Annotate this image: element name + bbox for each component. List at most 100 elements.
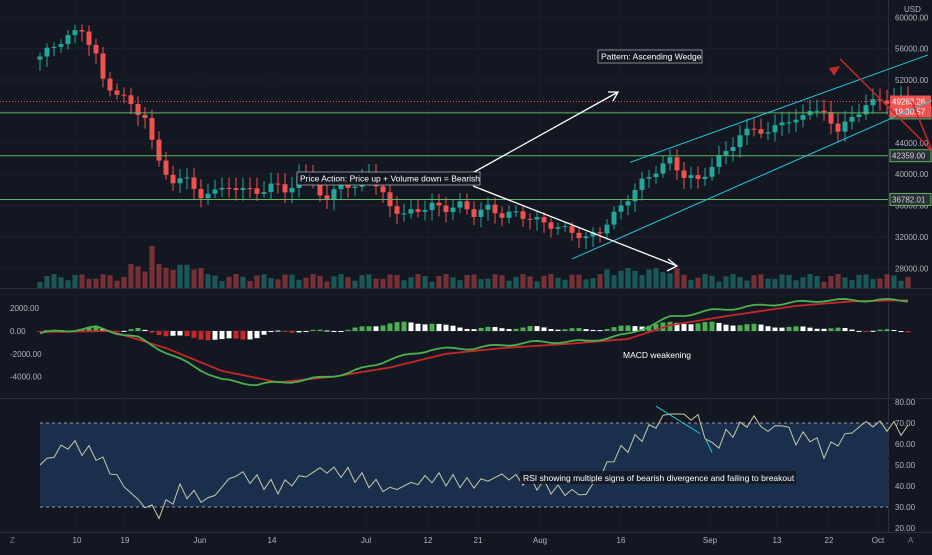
- candle-body: [156, 139, 162, 161]
- macd-histogram-bar: [576, 328, 582, 331]
- macd-histogram-bar: [345, 329, 351, 331]
- auto-scale-button[interactable]: A: [908, 536, 914, 545]
- macd-y-tick: -2000.00: [10, 350, 42, 359]
- candle-body: [779, 122, 785, 126]
- volume-bar: [366, 274, 372, 288]
- volume-bar: [156, 264, 162, 288]
- candle-body: [100, 53, 106, 79]
- candle-body: [135, 103, 141, 115]
- candle-body: [212, 189, 218, 194]
- rsi-annotation: RSI showing multiple signs of bearish di…: [523, 473, 795, 483]
- candle-body: [590, 232, 596, 237]
- macd-histogram-bar: [429, 323, 435, 331]
- candle-body: [730, 147, 736, 152]
- volume-bar: [387, 274, 393, 288]
- candle-body: [429, 202, 435, 210]
- volume-bar: [821, 281, 827, 288]
- rsi-y-tick: 50.00: [895, 461, 916, 470]
- projection-arrowhead: [829, 66, 840, 76]
- x-tick-label: 22: [825, 536, 834, 545]
- candle-body: [331, 189, 337, 200]
- volume-bar: [345, 277, 351, 288]
- macd-histogram-bar: [513, 328, 519, 331]
- candle-body: [772, 125, 778, 133]
- candle-body: [506, 211, 512, 218]
- rsi-y-tick: 60.00: [895, 440, 916, 449]
- timezone-button[interactable]: Z: [10, 536, 15, 545]
- candle-body: [219, 187, 225, 190]
- macd-histogram-bar: [807, 327, 813, 331]
- macd-histogram-bar: [233, 331, 239, 339]
- macd-histogram-bar: [156, 331, 162, 336]
- volume-bar: [485, 278, 491, 288]
- volume-bar: [583, 279, 589, 288]
- candle-body: [464, 201, 470, 210]
- macd-y-tick: 0.00: [10, 327, 26, 336]
- volume-bar: [779, 274, 785, 288]
- macd-histogram-bar: [198, 331, 204, 340]
- volume-bar: [135, 266, 141, 288]
- x-tick-label: Sep: [703, 536, 718, 545]
- rsi-y-tick: 20.00: [895, 524, 916, 533]
- macd-histogram-bar: [611, 327, 617, 331]
- candle-body: [639, 178, 645, 190]
- volume-bar: [520, 274, 526, 288]
- candle-body: [317, 183, 323, 196]
- volume-bar: [667, 273, 673, 288]
- macd-histogram-bar: [450, 325, 456, 331]
- macd-histogram-bar: [618, 325, 624, 331]
- volume-bar: [184, 264, 190, 288]
- macd-histogram-bar: [184, 331, 190, 337]
- volume-bar: [548, 274, 554, 288]
- candle-body: [814, 110, 820, 112]
- volume-bar: [541, 275, 547, 288]
- volume-bar: [443, 274, 449, 288]
- price-level-label: 42359.00: [892, 152, 926, 161]
- candle-body: [338, 184, 344, 190]
- candle-body: [751, 128, 757, 130]
- candle-body: [44, 47, 50, 57]
- macd-histogram-bar: [744, 324, 750, 331]
- candle-body: [93, 44, 99, 54]
- macd-histogram-bar: [310, 329, 316, 331]
- macd-histogram-bar: [849, 329, 855, 331]
- candle-body: [863, 105, 869, 115]
- macd-histogram-bar: [380, 325, 386, 331]
- trend-arrow-down-head: [666, 258, 679, 272]
- macd-histogram-bar: [100, 328, 106, 331]
- volume-bar: [142, 271, 148, 288]
- candle-body: [793, 119, 799, 123]
- candle-body: [723, 151, 729, 155]
- volume-bar: [149, 246, 155, 288]
- macd-histogram-bar: [408, 322, 414, 331]
- macd-histogram-bar: [226, 331, 232, 339]
- volume-bar: [793, 280, 799, 288]
- macd-histogram-bar: [359, 326, 365, 331]
- candle-body: [758, 129, 764, 134]
- candle-body: [289, 187, 295, 193]
- candle-body: [744, 128, 750, 136]
- x-tick-label: Jun: [194, 536, 207, 545]
- macd-histogram-bar: [114, 331, 120, 332]
- macd-histogram-bar: [800, 326, 806, 331]
- trend-arrow-up: [466, 91, 619, 177]
- candle-body: [149, 118, 155, 140]
- macd-histogram-bar: [569, 328, 575, 331]
- volume-bar: [373, 278, 379, 288]
- macd-histogram-bar: [303, 331, 309, 332]
- volume-bar: [492, 274, 498, 288]
- candle-body: [667, 157, 673, 164]
- volume-bar: [44, 276, 50, 288]
- candle-body: [604, 224, 610, 234]
- volume-bar: [436, 276, 442, 288]
- volume-bar: [723, 276, 729, 288]
- macd-histogram-bar: [590, 329, 596, 331]
- candle-body: [450, 207, 456, 213]
- candle-body: [856, 114, 862, 117]
- wedge-upper-line: [629, 54, 929, 163]
- volume-bar: [842, 277, 848, 288]
- macd-histogram-bar: [436, 323, 442, 331]
- volume-bar: [331, 276, 337, 288]
